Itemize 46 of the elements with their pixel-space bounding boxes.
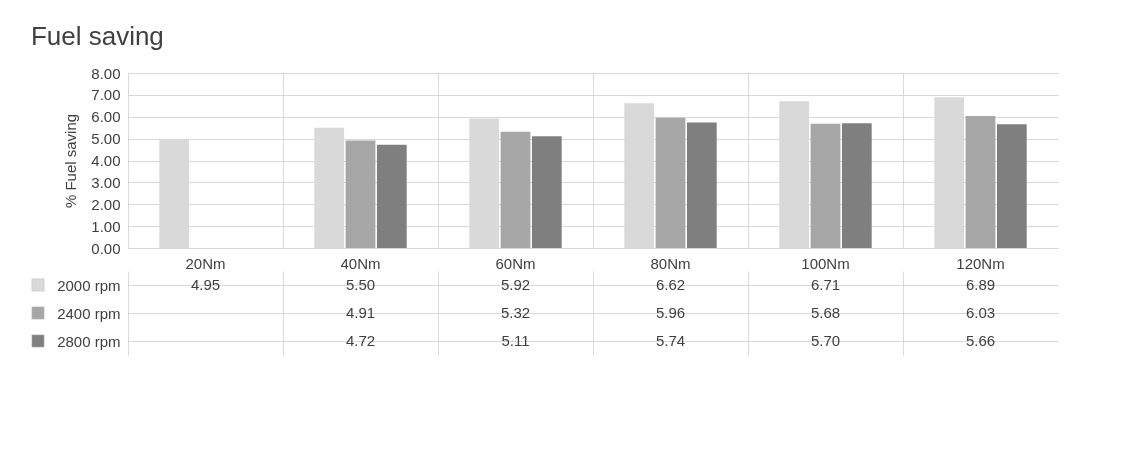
- bar: [686, 122, 717, 248]
- x-tick-label: 120Nm: [956, 254, 1005, 272]
- data-label: 5.70: [810, 332, 841, 349]
- y-tick-label: 8.00: [91, 64, 121, 82]
- data-label: 5.50: [345, 276, 376, 293]
- bar: [810, 123, 841, 248]
- bar: [965, 116, 996, 248]
- data-label: 4.72: [345, 332, 376, 349]
- data-label: 5.68: [810, 304, 841, 321]
- y-tick-label: 4.00: [91, 152, 121, 169]
- x-tick-label: 100Nm: [801, 254, 850, 272]
- bar: [345, 140, 376, 248]
- bar: [376, 144, 407, 248]
- y-axis-title: % Fuel saving: [62, 113, 80, 209]
- legend-label: 2800 rpm: [57, 332, 121, 350]
- data-label: 4.91: [345, 304, 376, 321]
- bar: [531, 136, 562, 248]
- y-tick-label: 3.00: [91, 173, 121, 191]
- x-tick-label: 60Nm: [495, 254, 536, 272]
- data-label: 6.89: [965, 276, 996, 293]
- data-label: 5.96: [655, 304, 686, 321]
- x-tick-label: 80Nm: [650, 254, 691, 272]
- bar: [996, 124, 1027, 248]
- data-label: 5.11: [501, 332, 530, 349]
- y-tick-label: 2.00: [91, 195, 121, 213]
- y-tick-label: 1.00: [91, 217, 121, 235]
- y-tick-label: 7.00: [91, 86, 121, 104]
- legend-label: 2000 rpm: [57, 276, 121, 294]
- data-label: 5.66: [965, 332, 996, 349]
- data-label: 4.95: [190, 276, 221, 293]
- bar: [500, 131, 531, 248]
- bar: [655, 117, 686, 248]
- x-tick-label: 20Nm: [185, 254, 226, 272]
- y-tick-label: 0.00: [91, 239, 121, 257]
- data-label: 6.03: [965, 304, 996, 321]
- data-label: 6.71: [810, 276, 841, 293]
- chart-title: Fuel saving: [30, 21, 164, 51]
- y-tick-label: 6.00: [91, 108, 121, 126]
- x-tick-label: 40Nm: [340, 254, 381, 272]
- y-tick-label: 5.00: [91, 130, 121, 148]
- data-label: 5.74: [655, 332, 686, 349]
- legend-label: 2400 rpm: [57, 304, 121, 322]
- data-label: 5.92: [500, 276, 531, 293]
- data-label: 5.32: [500, 304, 531, 321]
- data-label: 6.62: [655, 276, 686, 293]
- bar: [841, 123, 872, 248]
